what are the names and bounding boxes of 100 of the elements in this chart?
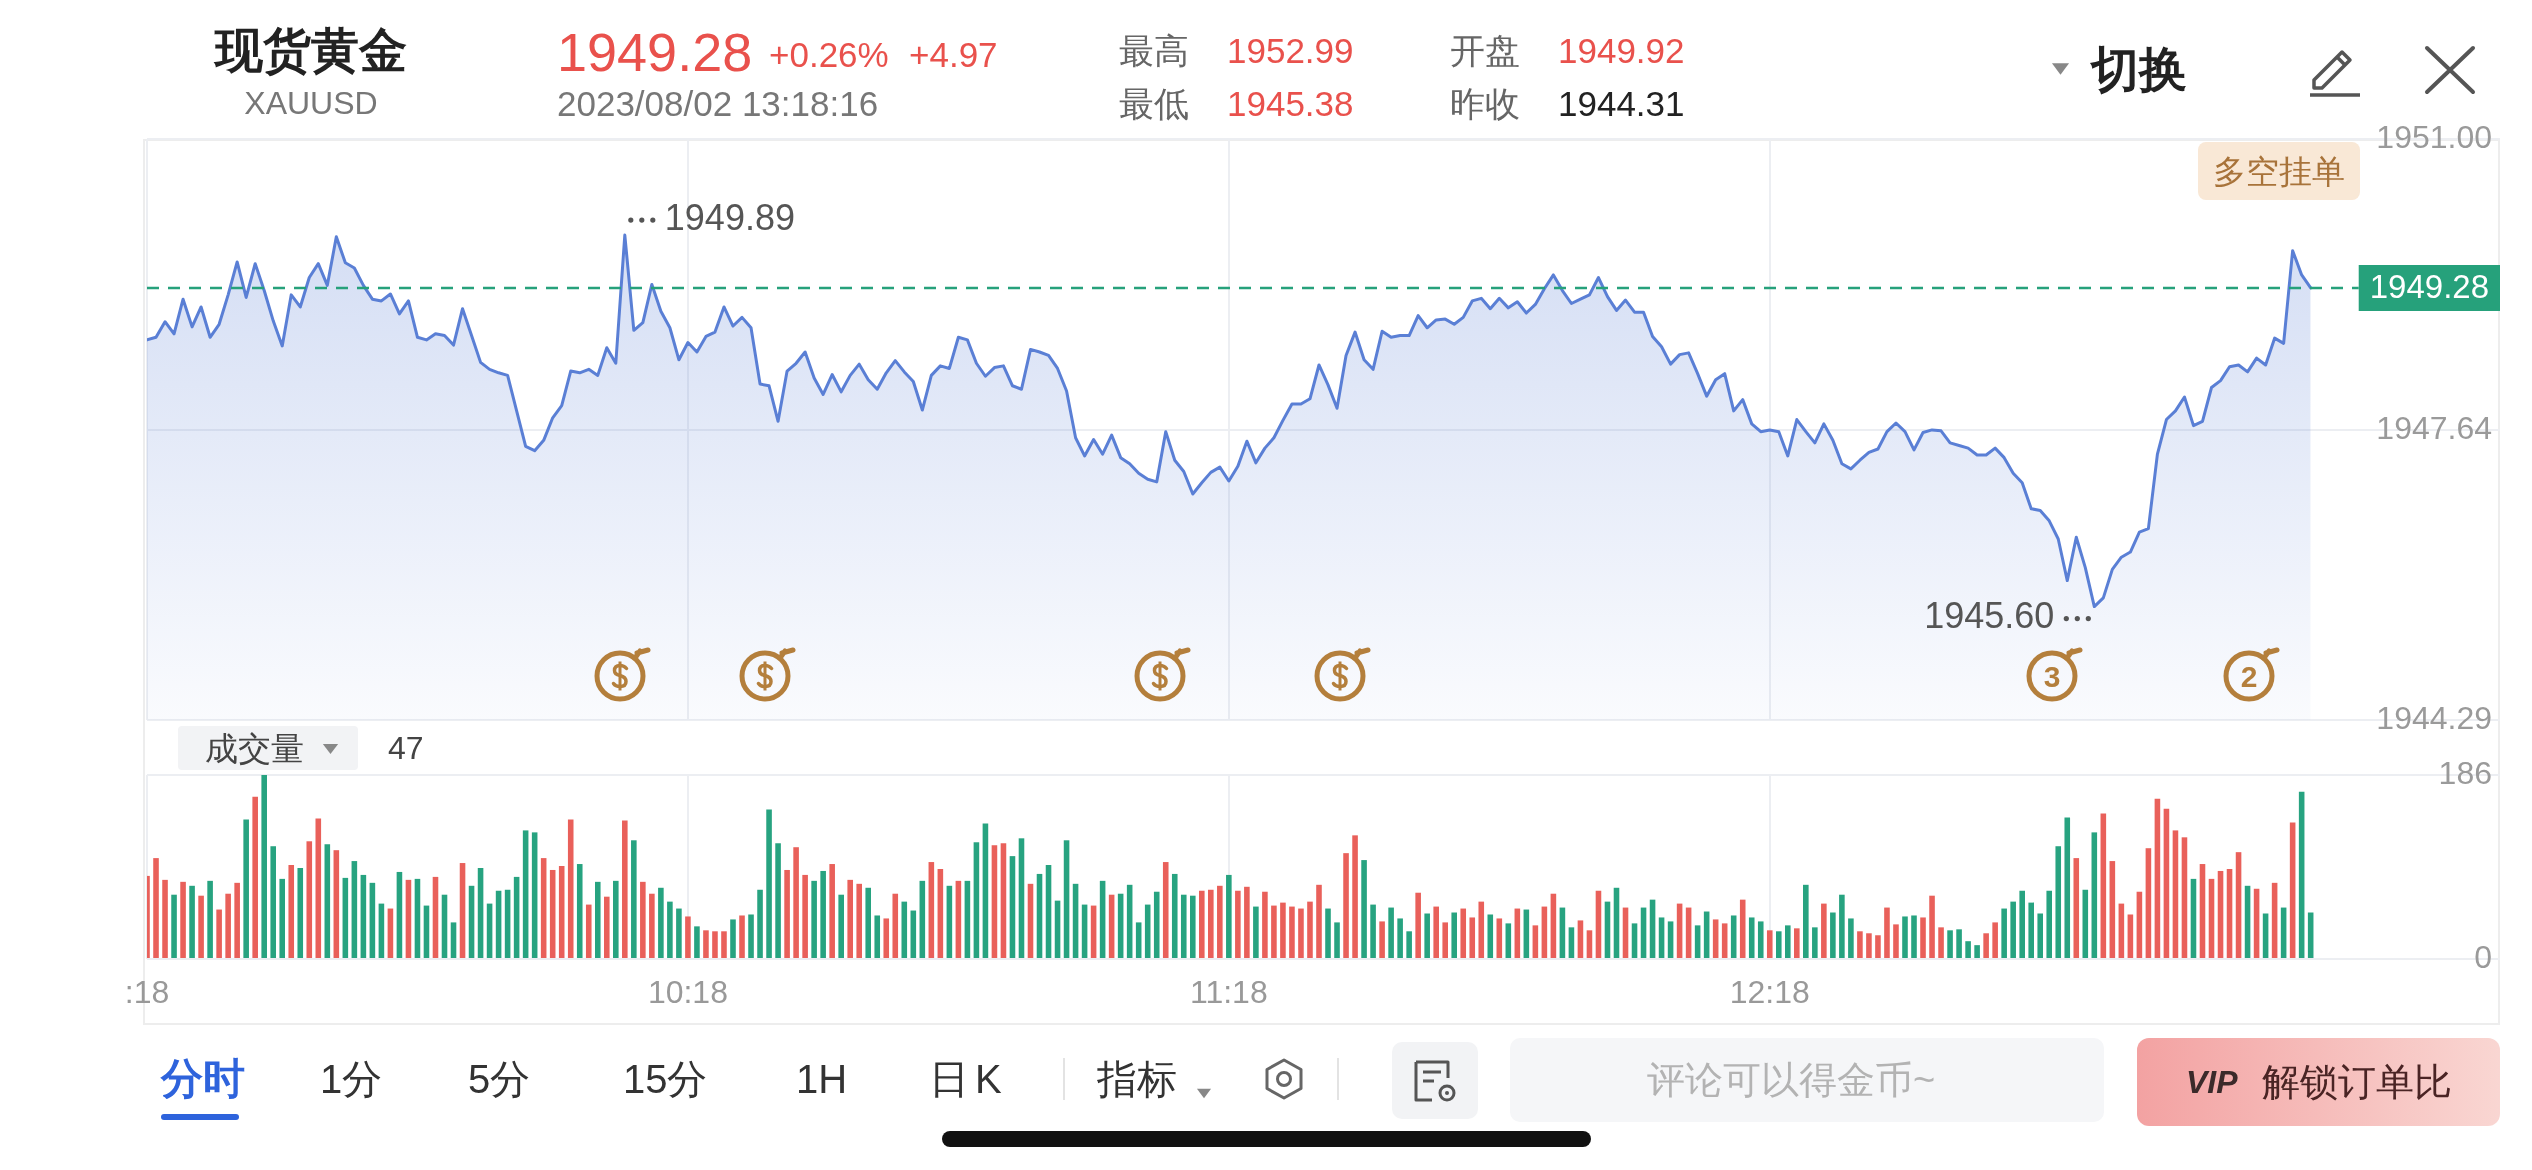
bar: [450, 922, 457, 958]
bar: [1893, 924, 1899, 958]
bar: [1289, 906, 1295, 958]
chart-title: 成交量: [205, 728, 304, 768]
bar: [667, 901, 673, 958]
bar: [216, 909, 222, 958]
bar: [874, 915, 881, 958]
bar: [153, 858, 159, 958]
ref-line-label: 1949.28: [2369, 268, 2490, 306]
bar: [1379, 921, 1385, 958]
bar: [2289, 822, 2296, 958]
y-tick-label: 1951.00: [2376, 118, 2492, 155]
bar: [1721, 923, 1728, 958]
bar: [1307, 901, 1313, 958]
bar: [730, 919, 736, 958]
bar: [243, 819, 249, 958]
bar: [585, 904, 592, 958]
text: 1分: [320, 1056, 383, 1102]
bar: [1424, 913, 1430, 958]
bar: [2046, 890, 2053, 958]
bar: [2262, 913, 2269, 958]
bar: [901, 901, 908, 958]
bar: [2010, 901, 2016, 958]
bar: [892, 893, 899, 958]
bar: [297, 867, 304, 958]
y-tick-label: 186: [2438, 754, 2492, 791]
x-tick-label: 12:18: [1729, 974, 1810, 1011]
bar: [1280, 902, 1286, 958]
text: 切换: [2091, 43, 2187, 97]
bar: [1496, 918, 1503, 958]
bar: [576, 864, 583, 958]
bar: [1135, 922, 1142, 958]
bar: [1180, 894, 1187, 958]
text: 1952.99: [1227, 29, 1354, 71]
bar: [189, 885, 195, 958]
text: XAUUSD: [244, 84, 378, 122]
bar: [306, 841, 313, 958]
bar: [856, 883, 863, 958]
bar: [2145, 848, 2152, 958]
bar: [1361, 860, 1367, 958]
bar: [1262, 891, 1268, 958]
text: 评论可以得金币~: [1647, 1058, 1936, 1102]
bar: [1334, 922, 1340, 958]
bar: [171, 894, 177, 958]
bar: [1848, 918, 1854, 958]
bar: [829, 864, 835, 958]
bar: [703, 930, 709, 958]
bar: [1812, 927, 1818, 958]
bar: [1766, 930, 1773, 958]
text: 1H: [796, 1056, 848, 1102]
bar: [739, 915, 745, 958]
bar: [1189, 895, 1196, 958]
text: 日K: [929, 1056, 1008, 1102]
bar: [1658, 917, 1665, 958]
bar: [540, 858, 547, 958]
bar: [522, 830, 529, 958]
text: VIP: [2186, 1063, 2238, 1101]
bar: [324, 844, 331, 958]
bar: [1748, 917, 1755, 958]
bar: [1857, 931, 1863, 958]
bar: [1911, 915, 1917, 958]
bar: [288, 865, 295, 958]
bar: [793, 847, 799, 958]
bar: [279, 878, 286, 958]
bar: [180, 881, 186, 958]
bar: [973, 842, 980, 958]
bar: [1631, 923, 1638, 958]
bar: [640, 881, 646, 958]
bar: [261, 775, 267, 958]
bar: [775, 843, 781, 958]
bar: [1352, 835, 1358, 958]
bar: [757, 889, 763, 958]
bar: [631, 840, 637, 958]
bar: [1956, 929, 1962, 958]
bar: [1316, 884, 1322, 958]
text: 开盘: [1450, 29, 1520, 71]
bar: [1586, 930, 1593, 958]
bar: [1965, 941, 1971, 958]
bar: [1938, 927, 1944, 958]
bar: [567, 819, 574, 958]
bar: [1171, 873, 1178, 958]
bar: [811, 880, 817, 958]
bar: [1739, 899, 1746, 958]
bar: [2028, 902, 2034, 958]
bar: [1217, 885, 1223, 958]
bar: [1226, 874, 1232, 958]
bar: [1830, 912, 1836, 958]
x-tick-label: 10:18: [647, 974, 728, 1011]
bar: [1162, 862, 1169, 958]
bar: [1478, 901, 1485, 958]
bar: [1568, 927, 1575, 958]
bar: [558, 866, 565, 958]
bar: [1451, 912, 1458, 958]
bar: [1775, 931, 1782, 958]
annotation: 1945.60: [1924, 595, 2055, 637]
bar: [649, 893, 655, 958]
bar: [1018, 838, 1025, 958]
bar: [1920, 917, 1926, 958]
bar: [1199, 890, 1205, 958]
bar: [865, 887, 872, 958]
